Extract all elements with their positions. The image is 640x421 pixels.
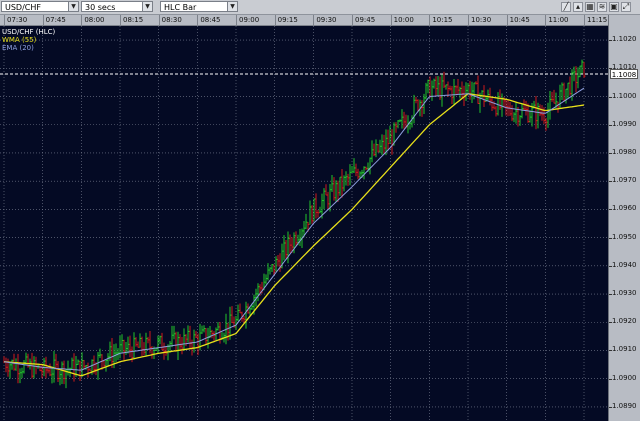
chart-style-select-value: HLC Bar [164,3,197,12]
pencil-icon[interactable]: ╱ [561,2,571,12]
indicator-icon[interactable]: ≋ [597,2,607,12]
time-tick-label: 08:15 [120,15,143,25]
symbol-select[interactable]: USD/CHF ▼ [1,1,79,12]
time-tick-label: 11:00 [545,15,569,25]
price-tick-label: 1.0890 [609,401,637,410]
grid-icon[interactable]: ▦ [585,2,595,12]
time-tick-label: 08:45 [197,15,221,25]
chevron-down-icon[interactable]: ▼ [68,1,79,12]
legend-ema: EMA (20) [2,44,34,52]
time-axis: 07:30 07:45 08:00 08:15 08:30 08:45 09:00 09:15… [0,15,608,26]
wma-line [3,93,585,377]
price-tick-label: 1.0900 [609,373,637,382]
time-tick-label: 10:45 [506,15,530,25]
price-tick-label: 1.0970 [609,176,637,185]
time-tick-label: 10:15 [429,15,453,25]
price-chart[interactable]: USD/CHF (HLC) WMA (55) EMA (20) [0,26,608,421]
price-tick-label: 1.0910 [609,345,637,354]
interval-select[interactable]: 30 secs ▼ [81,1,153,12]
settings-icon[interactable]: ▣ [609,2,619,12]
time-tick-label: 10:30 [468,15,491,25]
price-tick-label: 1.1020 [609,35,637,44]
interval-select-value: 30 secs [85,3,116,12]
time-tick-label: 09:15 [274,15,298,25]
expand-icon[interactable]: ⤢ [621,2,631,12]
chart-icon[interactable]: ▴ [573,2,583,12]
chart-style-select[interactable]: HLC Bar ▼ [160,1,238,12]
time-tick-label: 07:45 [42,15,66,25]
current-price-label: 1.1008 [610,68,638,79]
price-tick-label: 1.0960 [609,204,637,213]
time-tick-label: 08:00 [81,15,105,25]
price-tick-label: 1.1000 [609,91,637,100]
price-axis: 1.1008 1.1020 1.1010 1.1000 1.0990 1.0980 1.0… [608,15,640,421]
price-tick-label: 1.0930 [609,289,637,298]
price-chart-svg [0,26,608,421]
symbol-select-value: USD/CHF [5,3,41,12]
price-tick-label: 1.0950 [609,232,637,241]
ema-line [3,87,585,371]
price-tick-label: 1.1010 [609,63,637,72]
time-tick-label: 10:00 [390,15,414,25]
time-tick-label: 09:00 [236,15,259,25]
chart-toolbar: USD/CHF ▼ 30 secs ▼ HLC Bar ▼ ╱ ▴ ▦ ≋ ▣ … [0,0,640,15]
time-tick-label: 09:45 [352,15,375,25]
chevron-down-icon[interactable]: ▼ [227,1,238,12]
price-tick-label: 1.0990 [609,119,637,128]
price-tick-label: 1.0920 [609,317,637,326]
time-tick-label: 08:30 [158,15,182,25]
time-tick-label: 09:30 [313,15,337,25]
time-tick-label: 11:15 [584,15,607,25]
time-tick-label: 07:30 [4,15,27,25]
legend-title: USD/CHF (HLC) [2,28,56,36]
chevron-down-icon[interactable]: ▼ [142,1,153,12]
legend-wma: WMA (55) [2,36,37,44]
price-tick-label: 1.0980 [609,147,637,156]
price-tick-label: 1.0940 [609,260,637,269]
